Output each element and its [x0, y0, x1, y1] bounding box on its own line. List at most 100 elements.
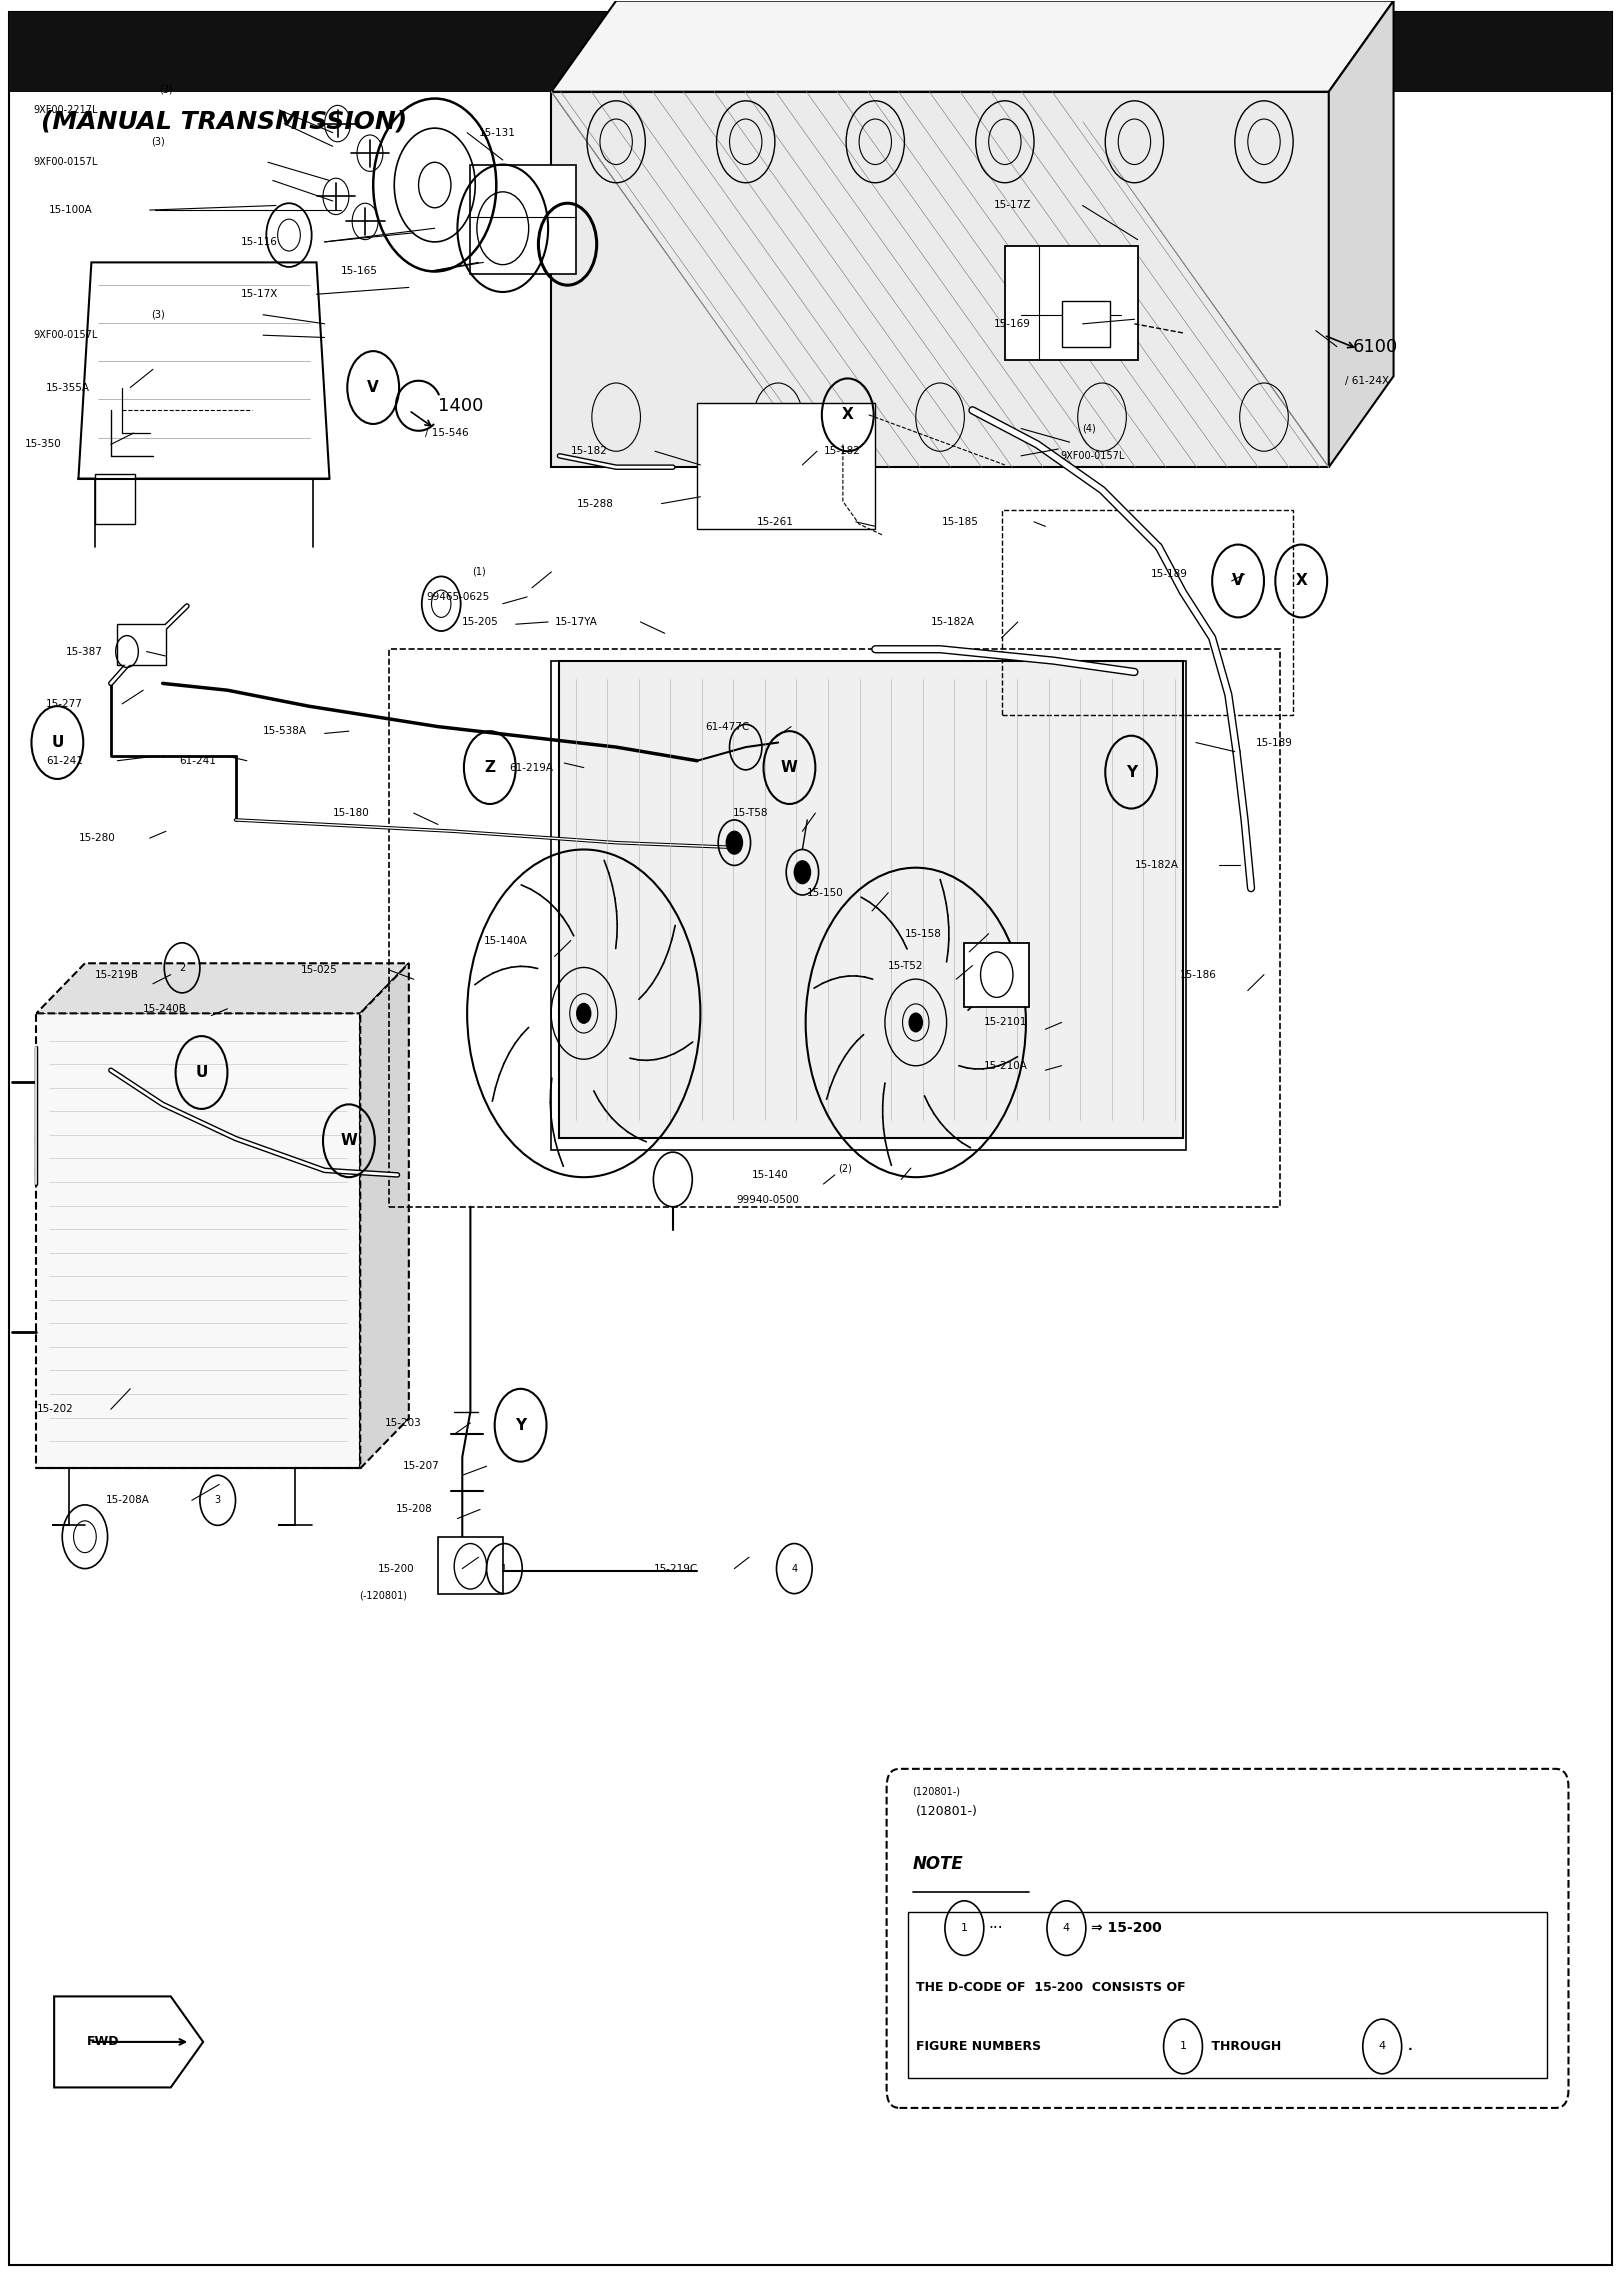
- Text: 15-280: 15-280: [78, 833, 115, 842]
- Text: (3): (3): [151, 137, 165, 146]
- Text: 61-477C: 61-477C: [705, 722, 749, 731]
- Text: 15-T52: 15-T52: [888, 961, 924, 970]
- Text: 15-100A: 15-100A: [49, 205, 92, 214]
- Text: 15-207: 15-207: [402, 1462, 439, 1471]
- Text: 9XF00-2217L: 9XF00-2217L: [32, 105, 97, 114]
- Text: 15-140A: 15-140A: [483, 936, 527, 945]
- Text: 15-219B: 15-219B: [94, 970, 139, 979]
- Bar: [551, 660, 1187, 1150]
- Text: 15-140: 15-140: [752, 1170, 789, 1179]
- Text: FWD: FWD: [86, 2036, 118, 2049]
- Text: 15-200: 15-200: [378, 1564, 415, 1573]
- Text: 2: 2: [178, 963, 185, 972]
- Text: (1): (1): [472, 567, 486, 576]
- Bar: [559, 660, 1183, 1138]
- Text: THROUGH: THROUGH: [1208, 2040, 1285, 2054]
- Text: 4: 4: [1063, 1924, 1070, 1933]
- Text: 15-158: 15-158: [905, 929, 942, 938]
- Text: X: X: [841, 408, 854, 421]
- Circle shape: [577, 1004, 590, 1022]
- Text: 15-180: 15-180: [332, 808, 370, 817]
- Text: / 15-546: / 15-546: [425, 428, 468, 437]
- Text: 15-189: 15-189: [1256, 738, 1294, 747]
- Text: U: U: [52, 735, 63, 749]
- Text: Z: Z: [485, 761, 496, 774]
- Bar: [117, 624, 165, 665]
- Polygon shape: [36, 963, 408, 1013]
- Text: / 61-24X: / 61-24X: [1345, 376, 1389, 385]
- Text: 9XF00-0157L: 9XF00-0157L: [1060, 451, 1125, 460]
- Text: 15-288: 15-288: [577, 499, 614, 508]
- Text: (120801-): (120801-): [916, 1806, 977, 1819]
- Bar: [8, 11, 1613, 91]
- Text: (120801-): (120801-): [913, 1787, 961, 1797]
- Text: 15-355A: 15-355A: [45, 383, 91, 392]
- Text: (3): (3): [151, 310, 165, 319]
- Text: 15-17Z: 15-17Z: [994, 200, 1031, 209]
- Text: 61-241: 61-241: [178, 756, 216, 765]
- Text: 15-131: 15-131: [478, 128, 515, 137]
- Bar: [1002, 510, 1294, 715]
- Text: 61-219A: 61-219A: [509, 763, 553, 772]
- Text: X: X: [1295, 574, 1307, 587]
- Polygon shape: [360, 963, 408, 1469]
- Text: 15-350: 15-350: [24, 439, 62, 449]
- Bar: [697, 403, 875, 528]
- Text: 15-025: 15-025: [300, 965, 337, 975]
- FancyBboxPatch shape: [887, 1769, 1569, 2109]
- Text: NOTE: NOTE: [913, 1856, 963, 1874]
- Text: 9XF00-0157L: 9XF00-0157L: [32, 157, 97, 166]
- Text: W: W: [781, 761, 798, 774]
- Text: (-120801): (-120801): [358, 1592, 407, 1601]
- Circle shape: [909, 1013, 922, 1031]
- Text: V: V: [368, 380, 379, 394]
- Bar: [36, 1013, 360, 1469]
- Text: 15-185: 15-185: [942, 517, 979, 526]
- Text: 9XF00-0157L: 9XF00-0157L: [32, 330, 97, 339]
- Text: 15-261: 15-261: [757, 517, 794, 526]
- Text: 15-150: 15-150: [807, 888, 845, 897]
- Text: 15-240B: 15-240B: [143, 1004, 186, 1013]
- Bar: [389, 649, 1281, 1207]
- Text: W: W: [340, 1134, 357, 1148]
- Text: 15-2101: 15-2101: [984, 1018, 1028, 1027]
- Circle shape: [794, 861, 810, 883]
- Text: V: V: [1232, 574, 1243, 587]
- Text: 1: 1: [961, 1924, 968, 1933]
- Bar: [551, 91, 1329, 467]
- Bar: [1005, 246, 1138, 360]
- Text: 15-T58: 15-T58: [733, 808, 768, 817]
- Text: 1400: 1400: [438, 396, 483, 414]
- Polygon shape: [1329, 0, 1394, 467]
- Text: 15-116: 15-116: [240, 237, 277, 246]
- Text: 15-387: 15-387: [65, 647, 102, 656]
- Bar: [470, 164, 575, 273]
- Polygon shape: [53, 1997, 203, 2088]
- Text: (3): (3): [159, 84, 173, 93]
- Polygon shape: [78, 262, 329, 478]
- Bar: [1062, 301, 1110, 346]
- Text: 1: 1: [1180, 2042, 1187, 2052]
- Text: 15-182A: 15-182A: [930, 617, 974, 626]
- Text: 99465-0625: 99465-0625: [426, 592, 490, 601]
- Text: U: U: [196, 1066, 207, 1079]
- Text: 15-277: 15-277: [45, 699, 83, 708]
- Text: 15-182: 15-182: [571, 446, 608, 455]
- Text: 15-17X: 15-17X: [240, 289, 277, 298]
- Text: 15-538A: 15-538A: [263, 726, 306, 735]
- Text: 1: 1: [501, 1564, 507, 1573]
- Text: Y: Y: [1125, 765, 1136, 779]
- Text: 3: 3: [214, 1496, 220, 1505]
- Text: ⇒ 15-200: ⇒ 15-200: [1091, 1922, 1161, 1935]
- Text: (4): (4): [1083, 424, 1096, 433]
- Text: 15-210A: 15-210A: [984, 1061, 1028, 1070]
- Text: 6100: 6100: [1354, 337, 1399, 355]
- Text: 15-202: 15-202: [36, 1405, 73, 1414]
- Text: 15-182A: 15-182A: [1135, 861, 1178, 870]
- Text: 15-208: 15-208: [396, 1505, 433, 1514]
- Bar: [438, 1537, 503, 1594]
- Polygon shape: [551, 0, 1394, 91]
- Text: 15-165: 15-165: [340, 266, 378, 276]
- Circle shape: [726, 831, 742, 854]
- Text: 4: 4: [1378, 2042, 1386, 2052]
